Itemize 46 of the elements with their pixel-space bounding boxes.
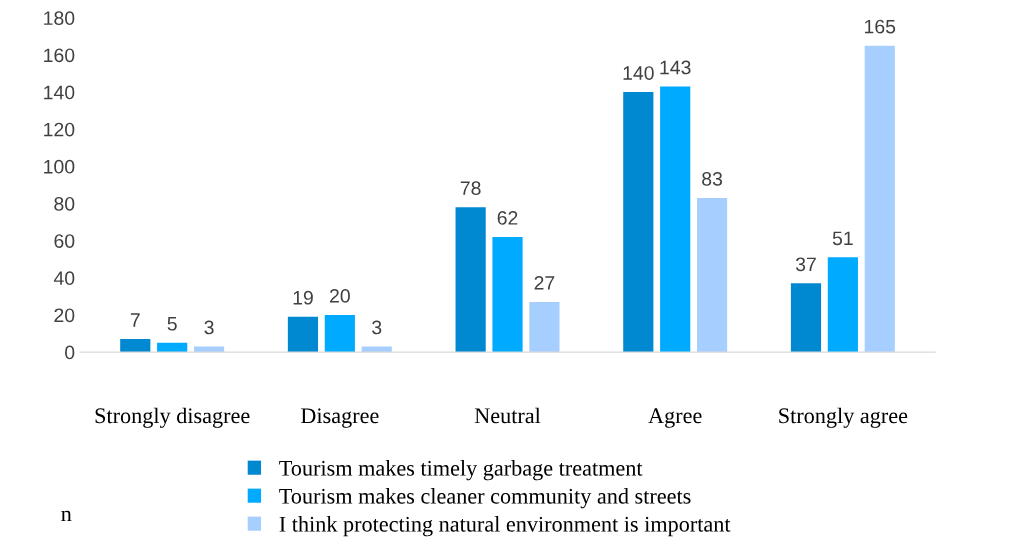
data-label: 140 [623,66,654,80]
y-tick-label: 40 [53,271,75,286]
bar [492,236,523,353]
bar [696,197,728,353]
data-label: 20 [330,288,350,303]
y-tick-label: 160 [44,48,75,63]
x-tick-label: Disagree [300,408,379,428]
y-tick-label: 80 [54,196,75,211]
bar [529,301,560,353]
x-tick-label: Neutral [474,407,541,424]
y-tick-label: 140 [44,85,75,100]
bar [324,314,355,353]
legend-label: I think protecting natural environment is important [279,516,731,537]
data-label: 3 [372,320,382,335]
x-tick-label: Strongly agree [779,407,908,428]
bar [455,207,486,353]
y-tick-label: 60 [54,234,75,248]
legend-label: Tourism makes timely garbage treatment [279,460,643,481]
y-tick-label: 120 [44,122,75,137]
data-label: 37 [795,257,816,272]
bar [864,45,895,353]
data-label: 83 [702,172,723,186]
legend-label: Tourism makes cleaner community and streets [279,488,691,509]
data-label: 19 [293,290,313,305]
data-label: 51 [832,231,853,246]
bar [623,92,654,353]
bar [790,283,822,353]
bar [660,86,691,353]
y-tick-label: 180 [44,11,75,26]
y-tick-label: 100 [44,159,75,174]
data-label: 3 [204,320,214,335]
data-label: 165 [865,19,896,34]
y-tick-label: 0 [65,345,75,360]
data-label: 7 [130,313,140,327]
y-tick-label: 20 [54,308,75,323]
bar [287,316,319,353]
text: n [61,510,72,522]
data-label: 62 [497,211,518,225]
x-tick-label: Agree [648,408,702,428]
data-label: 27 [534,276,555,290]
bar [827,257,858,353]
x-tick-label: Strongly disagree [95,407,250,428]
bar [120,339,151,353]
data-label: 78 [460,181,481,196]
data-label: 5 [167,317,177,331]
data-label: 143 [660,60,691,75]
